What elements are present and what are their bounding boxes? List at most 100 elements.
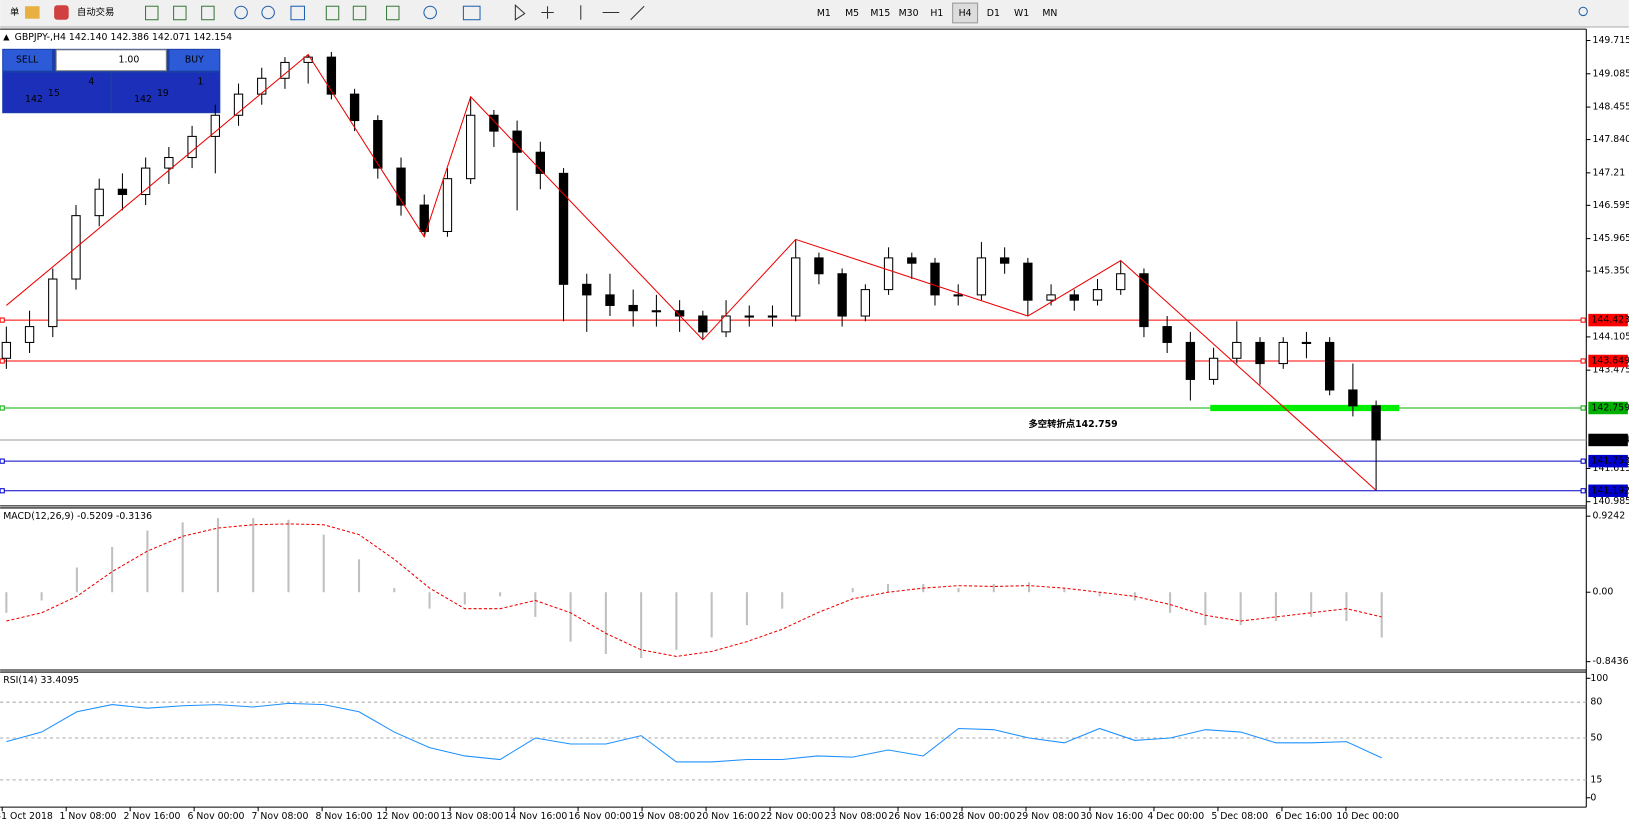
toolbar-icon[interactable] <box>541 6 554 19</box>
macd-bar <box>851 588 854 593</box>
buy-button[interactable] <box>169 49 220 71</box>
timeframe-button[interactable]: H4 <box>959 8 972 19</box>
toolbar-icon[interactable] <box>386 5 400 21</box>
toolbar-icon[interactable] <box>514 4 526 21</box>
line-handle <box>1580 317 1586 323</box>
macd-bar <box>1028 582 1031 593</box>
price-pip[interactable]: 1 <box>197 77 203 88</box>
sell-button[interactable] <box>3 49 53 71</box>
macd-bar <box>1204 592 1207 626</box>
price-prefix[interactable]: 142 <box>134 94 152 105</box>
macd-bar <box>216 518 219 593</box>
lot-value[interactable]: 1.00 <box>119 55 140 66</box>
y-tick-label: 143.475 <box>1593 365 1629 376</box>
y-tick-label: 145.965 <box>1593 233 1629 244</box>
candle-body <box>860 289 871 317</box>
toolbar-icon[interactable] <box>462 5 481 21</box>
candle-body <box>814 257 824 275</box>
timeframe-button[interactable]: M1 <box>817 8 831 19</box>
timeframe-button[interactable]: W1 <box>1014 8 1029 19</box>
y-tick-label: 145.350 <box>1593 266 1629 277</box>
macd-bar <box>534 592 537 617</box>
y-tick-label: 50 <box>1590 733 1602 744</box>
y-tick-label: 0.00 <box>1593 587 1614 598</box>
timeframe-button[interactable]: D1 <box>987 8 1000 19</box>
x-tick-label: 14 Nov 16:00 <box>504 811 567 822</box>
price-main[interactable]: 19 <box>157 88 169 99</box>
toolbar-label[interactable]: 自动交易 <box>77 6 114 18</box>
x-tick-label: 5 Dec 08:00 <box>1211 811 1268 822</box>
buy-price-box[interactable] <box>112 72 220 113</box>
search-icon[interactable] <box>1578 6 1588 17</box>
toolbar-icon[interactable] <box>580 5 645 21</box>
timeframe-button[interactable]: M5 <box>845 8 859 19</box>
macd-bar <box>1274 592 1277 622</box>
y-tick-label: 0 <box>1590 792 1596 803</box>
price-pip[interactable]: 4 <box>88 77 94 88</box>
macd-bar <box>499 592 502 597</box>
line-handle <box>1580 458 1586 464</box>
buy-label[interactable]: BUY <box>185 55 204 66</box>
candle-body <box>48 278 58 328</box>
candle-body <box>535 151 545 174</box>
candle-body <box>930 262 940 296</box>
macd-bar <box>393 588 396 593</box>
x-tick-label: 4 Dec 00:00 <box>1147 811 1204 822</box>
candle-body <box>326 56 337 95</box>
toolbar-icon[interactable] <box>234 5 248 20</box>
candle-body <box>303 56 313 63</box>
toolbar-label[interactable]: 单 <box>10 6 19 18</box>
toolbar <box>0 0 1629 28</box>
price-main[interactable]: 15 <box>48 88 60 99</box>
toolbar-icon[interactable] <box>261 5 275 20</box>
lot-input[interactable] <box>55 49 167 72</box>
toolbar-icon[interactable] <box>25 6 40 19</box>
line-handle <box>0 458 5 464</box>
timeframe-button[interactable]: MN <box>1042 8 1057 19</box>
x-tick-label: 6 Dec 16:00 <box>1275 811 1332 822</box>
pivot-bar <box>1210 404 1400 412</box>
macd-bar <box>1380 592 1383 638</box>
symbol-icon <box>3 34 10 41</box>
candle-body <box>582 283 592 296</box>
candle-body <box>976 257 987 296</box>
timeframe-button[interactable]: M15 <box>870 8 890 19</box>
toolbar-icon[interactable] <box>201 5 215 21</box>
x-tick-label: 8 Nov 16:00 <box>315 811 372 822</box>
x-tick-label: 12 Nov 00:00 <box>376 811 439 822</box>
macd-bar <box>5 592 8 613</box>
pivot-annotation: 多空转折点142.759 <box>1028 418 1117 430</box>
toolbar-icon[interactable] <box>145 5 159 21</box>
macd-bar <box>675 592 678 650</box>
zigzag-line <box>6 53 1377 491</box>
candle-body <box>1092 289 1103 301</box>
candle-body <box>187 135 197 159</box>
candle-body <box>1023 262 1033 301</box>
y-tick-label: 149.085 <box>1593 68 1629 79</box>
toolbar-icon[interactable] <box>290 5 305 21</box>
price-tag <box>1588 354 1628 368</box>
toolbar-icon[interactable] <box>173 5 187 21</box>
candle-body <box>140 167 151 196</box>
y-tick-label: 140.985 <box>1593 496 1629 507</box>
macd-bar <box>1098 592 1101 597</box>
macd-bar <box>1310 592 1313 617</box>
price-tag <box>1588 433 1628 447</box>
y-tick-label: 147.840 <box>1593 134 1629 145</box>
candle-body <box>1069 294 1079 301</box>
toolbar-icon[interactable] <box>423 5 437 20</box>
macd-bar <box>111 546 114 593</box>
macd-bar <box>463 592 466 605</box>
toolbar-icon[interactable] <box>54 5 69 20</box>
candle-body <box>883 257 894 291</box>
toolbar-icon[interactable] <box>352 5 367 21</box>
sell-price-box[interactable] <box>3 72 111 113</box>
timeframe-button[interactable]: M30 <box>899 8 919 19</box>
macd-bar <box>75 567 78 593</box>
price-prefix[interactable]: 142 <box>25 94 43 105</box>
sell-label[interactable]: SELL <box>16 55 39 66</box>
timeframe-button[interactable]: H1 <box>930 8 943 19</box>
price-tag <box>1588 454 1628 468</box>
toolbar-icon[interactable] <box>325 5 340 21</box>
